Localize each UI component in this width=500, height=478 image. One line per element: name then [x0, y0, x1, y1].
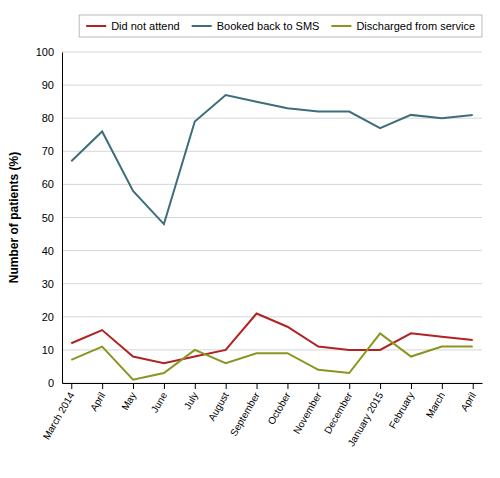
x-axis: March 2014 April May June July AugustSeptembe… [41, 383, 483, 448]
x-tick-mark [102, 383, 103, 389]
y-tick-label: 70 [42, 145, 54, 157]
x-tick-mark [164, 383, 165, 389]
y-tick: 90 [42, 79, 62, 91]
y-tick: 100 [36, 46, 62, 58]
y-tick: 20 [42, 311, 62, 323]
grid-line [62, 316, 482, 317]
y-tick-label: 20 [42, 311, 54, 323]
x-tick-label: December [322, 390, 355, 436]
legend-label: Did not attend [111, 20, 180, 32]
grid-line [62, 151, 482, 152]
x-tick-mark [257, 383, 258, 389]
grid-line [62, 383, 482, 384]
x-tick-mark [473, 383, 474, 389]
y-tick: 80 [42, 112, 62, 124]
x-tick-label: April [88, 390, 108, 413]
y-tick: 10 [42, 344, 62, 356]
legend-swatch [86, 25, 106, 27]
grid [62, 52, 482, 383]
y-tick: 30 [42, 278, 62, 290]
x-tick-label: September [228, 390, 262, 438]
lines [71, 95, 472, 380]
x-tick: July [182, 383, 200, 411]
x-tick-mark [411, 383, 412, 389]
y-tick-label: 30 [42, 278, 54, 290]
x-tick: April [458, 383, 478, 413]
y-tick-label: 50 [42, 212, 54, 224]
grid-line [62, 52, 482, 53]
legend-item: Did not attend [86, 20, 180, 32]
y-tick-label: 80 [42, 112, 54, 124]
series-line [71, 95, 472, 224]
y-axis-line [62, 53, 63, 384]
legend-label: Discharged from service [356, 20, 475, 32]
legend-item: Booked back to SMS [192, 20, 320, 32]
x-tick-label: March 2014 [41, 390, 77, 442]
legend: Did not attend Booked back to SMS Discharg… [79, 15, 482, 37]
y-tick-label: 90 [42, 79, 54, 91]
x-tick-mark [442, 383, 443, 389]
y-tick-label: 10 [42, 344, 54, 356]
x-tick: May [119, 383, 138, 412]
legend-swatch [192, 25, 212, 27]
x-tick: August [206, 383, 231, 423]
x-tick-label: July [182, 390, 200, 411]
grid-line [62, 217, 482, 218]
y-axis-title: Number of patients (%) [7, 152, 21, 283]
x-tick: September [228, 383, 262, 438]
y-tick: 50 [42, 212, 62, 224]
y-tick-label: 0 [48, 377, 54, 389]
legend-item: Discharged from service [331, 20, 475, 32]
x-tick: February [387, 383, 417, 430]
y-tick-label: 100 [36, 46, 54, 58]
x-tick-mark [71, 383, 72, 389]
x-tick-label: April [458, 390, 478, 413]
x-tick-label: February [387, 390, 417, 430]
grid-line [62, 118, 482, 119]
x-tick: January 2015 [346, 383, 386, 448]
legend-box [79, 15, 482, 37]
x-tick: March 2014 [41, 383, 77, 441]
x-tick-label: October [265, 390, 293, 427]
x-tick-mark [318, 383, 319, 389]
x-tick-mark [349, 383, 350, 389]
grid-line [62, 250, 482, 251]
x-tick-mark [195, 383, 196, 389]
x-tick-label: November [291, 390, 324, 436]
x-tick-mark [226, 383, 227, 389]
x-tick-mark [133, 383, 134, 389]
x-tick: April [88, 383, 108, 413]
y-tick: 70 [42, 145, 62, 157]
grid-line [62, 184, 482, 185]
x-tick-label: March [424, 390, 447, 420]
x-tick-label: May [119, 390, 138, 412]
x-tick: October [265, 383, 293, 427]
legend-label: Booked back to SMS [217, 20, 320, 32]
x-tick: December [322, 383, 355, 436]
chart: 0 10 20 30 40 50 60 70 80 90 100 March 2014 April May… [0, 0, 500, 478]
y-axis: 0 10 20 30 40 50 60 70 80 90 100 [36, 46, 63, 389]
y-tick-label: 40 [42, 245, 54, 257]
x-axis-line [63, 383, 483, 384]
x-tick: June [149, 383, 170, 415]
y-tick-label: 60 [42, 178, 54, 190]
y-tick: 0 [48, 377, 62, 389]
x-tick-mark [380, 383, 381, 389]
x-tick: November [291, 383, 324, 436]
y-tick: 40 [42, 245, 62, 257]
legend-swatch [331, 25, 351, 27]
x-tick-label: January 2015 [346, 390, 386, 448]
grid-line [62, 85, 482, 86]
x-tick: March [424, 383, 447, 420]
x-tick-label: August [206, 390, 231, 423]
series-line [71, 333, 472, 379]
x-tick-mark [287, 383, 288, 389]
y-tick: 60 [42, 178, 62, 190]
grid-line [62, 283, 482, 284]
x-tick-label: June [149, 390, 170, 415]
